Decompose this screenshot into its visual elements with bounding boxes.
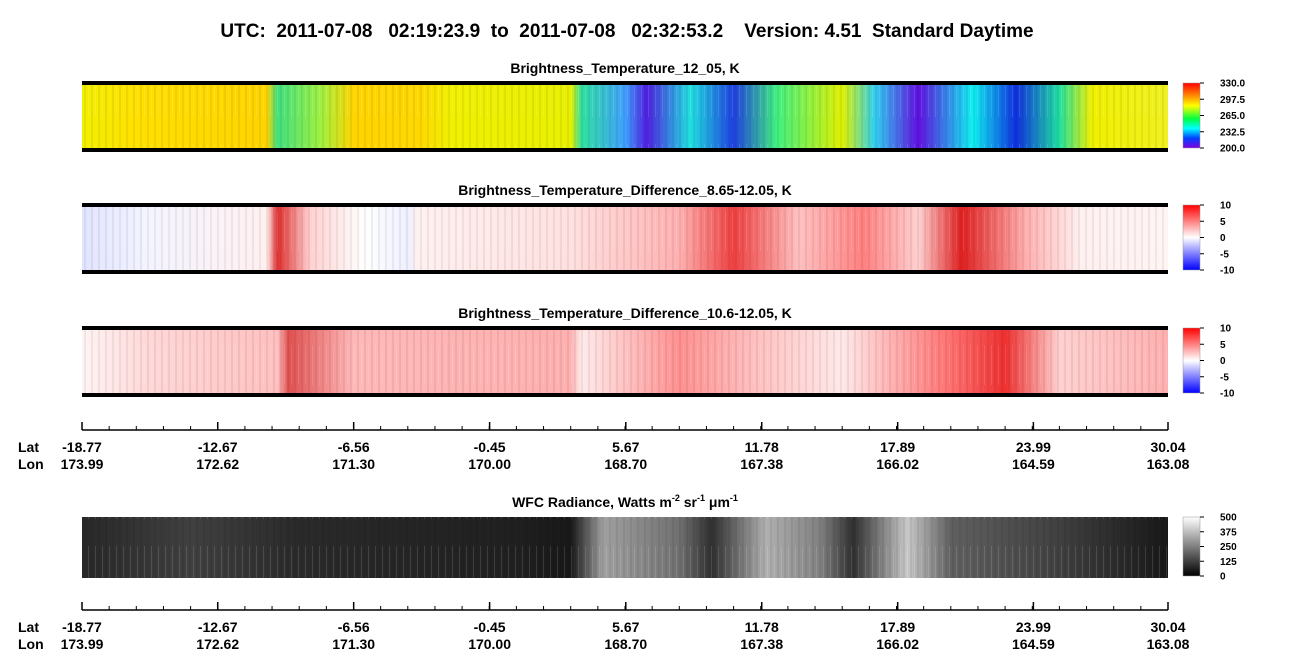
lat-label: Lat [18,619,39,635]
colorbar-tick-label: 5 [1220,217,1226,228]
lat-tick-label: -12.67 [198,439,238,455]
lat-tick-label: 5.67 [612,439,639,455]
lon-tick-label: 167.38 [740,456,783,472]
lat-tick-label: -18.77 [62,619,102,635]
image-texture [82,83,1168,150]
title-part: WFC Radiance, Watts m [512,494,672,510]
colorbar-tick-label: -5 [1220,372,1229,383]
colorbar-tick-label: 265.0 [1220,111,1245,122]
lon-tick-label: 170.00 [468,456,511,472]
lon-tick-label: 164.59 [1012,636,1055,652]
colorbar [1182,204,1201,271]
lat-tick-label: -12.67 [198,619,238,635]
scan-edge [82,148,1168,152]
lon-tick-label: 166.02 [876,456,919,472]
lat-tick-label: 5.67 [612,619,639,635]
lat-label: Lat [18,439,39,455]
lat-tick-label: 11.78 [745,619,779,635]
scan-edge [82,81,1168,85]
colorbar [1182,82,1201,149]
colorbar-tick-label: -10 [1220,389,1235,400]
panel-title: Brightness_Temperature_Difference_10.6-1… [458,305,792,321]
lon-tick-label: 171.30 [332,456,375,472]
lat-tick-label: 17.89 [880,439,915,455]
scan-edge [82,393,1168,397]
colorbar-tick-label: 10 [1220,201,1232,212]
image-texture [82,205,1168,272]
lon-tick-label: 171.30 [332,636,375,652]
scan-edge [82,270,1168,274]
colorbar-tick-label: -10 [1220,266,1235,277]
colorbar-tick-label: 500 [1220,513,1237,524]
lon-tick-label: 168.70 [604,636,647,652]
lat-tick-label: 30.04 [1150,439,1185,455]
lat-tick-label: -0.45 [474,439,506,455]
lat-tick-label: 23.99 [1016,619,1051,635]
lat-tick-label: -18.77 [62,439,102,455]
lon-tick-label: 167.38 [740,636,783,652]
image-texture [82,517,1168,578]
title-part: sr [680,494,698,510]
lon-tick-label: 163.08 [1147,456,1190,472]
title-part: -1 [697,493,705,503]
lon-tick-label: 173.99 [61,636,104,652]
colorbar-tick-label: -5 [1220,249,1229,260]
panel-title: WFC Radiance, Watts m-2 sr-1 μm-1 [512,493,738,510]
colorbar [1182,516,1201,577]
colorbar-tick-label: 330.0 [1220,79,1245,90]
lon-tick-label: 173.99 [61,456,104,472]
lat-tick-label: -6.56 [338,439,370,455]
lon-tick-label: 166.02 [876,636,919,652]
lat-tick-label: 11.78 [745,439,779,455]
colorbar-tick-label: 250 [1220,542,1237,553]
lat-tick-label: -6.56 [338,619,370,635]
colorbar-tick-label: 200.0 [1220,144,1245,155]
lon-label: Lon [18,456,44,472]
colorbar-tick-label: 232.5 [1220,127,1245,138]
lat-tick-label: 23.99 [1016,439,1051,455]
colorbar-tick-label: 0 [1220,572,1226,583]
lon-tick-label: 163.08 [1147,636,1190,652]
panel-title: Brightness_Temperature_Difference_8.65-1… [458,182,792,198]
lon-tick-label: 172.62 [196,636,239,652]
scan-edge [82,326,1168,330]
colorbar-tick-label: 125 [1220,557,1237,568]
lon-tick-label: 172.62 [196,456,239,472]
title-part: -2 [672,493,680,503]
colorbar-tick-label: 375 [1220,527,1237,538]
colorbar-tick-label: 297.5 [1220,95,1245,106]
title-part: μm [705,494,730,510]
colorbar-tick-label: 5 [1220,340,1226,351]
image-texture [82,328,1168,395]
colorbar-tick-label: 10 [1220,324,1232,335]
page-title: UTC: 2011-07-08 02:19:23.9 to 2011-07-08… [220,21,1033,42]
lon-tick-label: 164.59 [1012,456,1055,472]
colorbar [1182,327,1201,394]
panel-title: Brightness_Temperature_12_05, K [510,60,739,76]
lon-tick-label: 168.70 [604,456,647,472]
lat-tick-label: 17.89 [880,619,915,635]
colorbar-tick-label: 0 [1220,356,1226,367]
lat-tick-label: 30.04 [1150,619,1185,635]
lon-tick-label: 170.00 [468,636,511,652]
title-part: -1 [730,493,738,503]
lat-tick-label: -0.45 [474,619,506,635]
colorbar-tick-label: 0 [1220,233,1226,244]
scan-edge [82,203,1168,207]
lon-label: Lon [18,636,44,652]
